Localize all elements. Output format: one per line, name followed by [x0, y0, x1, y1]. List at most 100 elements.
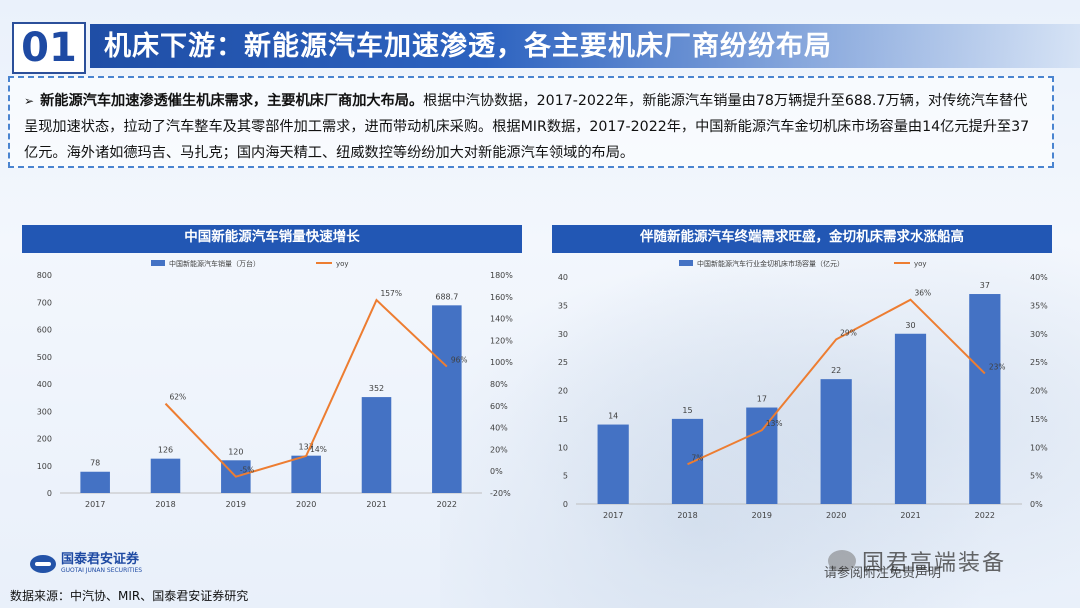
y-left-tick-label: 400 [37, 380, 52, 389]
y-right-tick-label: 20% [490, 445, 508, 454]
yoy-value-label: 13% [766, 419, 783, 428]
y-left-tick-label: 800 [37, 271, 52, 280]
y-left-tick-label: 0 [563, 500, 568, 509]
bar-value-label: 352 [369, 384, 384, 393]
y-left-tick-label: 20 [558, 387, 568, 396]
y-left-tick-label: 600 [37, 326, 52, 335]
yoy-line [687, 298, 986, 466]
yoy-value-label: 7% [692, 453, 704, 462]
x-tick-label: 2017 [603, 511, 623, 520]
legend-bar-swatch [151, 260, 165, 266]
y-right-tick-label: 20% [1030, 387, 1048, 396]
y-right-tick-label: 0% [490, 467, 503, 476]
y-left-tick-label: 100 [37, 462, 52, 471]
y-left-tick-label: 10 [558, 443, 568, 452]
bar-value-label: 14 [608, 412, 618, 421]
x-tick-label: 2018 [677, 511, 697, 520]
y-left-tick-label: 0 [47, 489, 52, 498]
logo-icon [30, 555, 56, 573]
watermark-text: 国君高端装备 [862, 551, 1007, 576]
left-chart: 0 100 200 300 400 500 600 700 800 -20% 0% 20% 40% 60%… [37, 259, 514, 509]
y-right-tick-label: 80% [490, 380, 508, 389]
legend-bar-swatch [679, 260, 693, 266]
bar-2022 [432, 305, 462, 493]
bar-2021 [361, 397, 392, 493]
yoy-value-label: 157% [381, 289, 402, 298]
yoy-value-label: 23% [989, 362, 1006, 371]
x-tick-label: 2022 [437, 500, 457, 509]
yoy-value-label: 14% [310, 445, 327, 454]
yoy-line [164, 298, 448, 478]
y-left-tick-label: 700 [37, 298, 52, 307]
y-right-tick-label: 140% [490, 315, 513, 324]
summary-lead: 新能源汽车加速渗透催生机床需求，主要机床厂商加大布局。 [40, 93, 424, 109]
bar-2018 [150, 458, 181, 493]
x-tick-label: 2020 [826, 511, 846, 520]
bar-2017 [80, 471, 110, 493]
bar-value-label: 120 [228, 447, 243, 456]
bar-value-label: 126 [158, 446, 173, 455]
y-right-tick-label: 180% [490, 271, 513, 280]
yoy-value-label: 96% [451, 356, 468, 365]
right-chart: 0 5 10 15 20 25 30 35 40 0% 5% 10% 15% 20% 25% 30% 35% 40… [558, 259, 1048, 520]
bar-value-label: 137 [299, 443, 314, 452]
x-tick-label: 2020 [296, 500, 316, 509]
y-left-tick-label: 25 [558, 358, 568, 367]
yoy-value-label: 36% [915, 289, 932, 298]
bar-value-label: 17 [757, 395, 767, 404]
bar-value-label: 30 [905, 321, 915, 330]
disclaimer-note: 请参阅附注免责声明 [824, 566, 942, 581]
data-source: 数据来源：中汽协、MIR、国泰君安证券研究 [10, 589, 249, 603]
summary-text: 根据中汽协数据，2017-2022年，新能源汽车销量由78万辆提升至688.7万… [24, 93, 1030, 161]
y-left-tick-label: 5 [563, 472, 568, 481]
legend-line-label: yoy [914, 260, 927, 268]
company-logo: 国泰君安证券 GUOTAI JUNAN SECURITIES [30, 553, 142, 575]
bar-value-label: 78 [90, 459, 100, 468]
yoy-value-label: 29% [840, 328, 857, 337]
y-right-tick-label: 15% [1030, 415, 1048, 424]
logo-name-cn: 国泰君安证券 [61, 552, 140, 567]
bar-value-label: 37 [980, 281, 990, 290]
y-right-tick-label: -20% [490, 489, 511, 498]
summary-box: ➢ 新能源汽车加速渗透催生机床需求，主要机床厂商加大布局。根据中汽协数据，2017… [8, 76, 1054, 168]
section-number: 01 [12, 22, 86, 74]
left-chart-title: 中国新能源汽车销量快速增长 [22, 225, 522, 253]
x-tick-label: 2021 [900, 511, 920, 520]
x-tick-label: 2019 [752, 511, 772, 520]
title-bar [90, 24, 1080, 68]
y-left-tick-label: 15 [558, 415, 568, 424]
bar-value-label: 688.7 [435, 292, 458, 301]
y-left-tick-label: 30 [558, 330, 568, 339]
y-right-tick-label: 120% [490, 336, 513, 345]
bar-2020 [291, 455, 321, 493]
yoy-value-label: 62% [170, 393, 187, 402]
yoy-value-label: -5% [240, 466, 255, 475]
y-right-tick-label: 35% [1030, 301, 1048, 310]
x-tick-label: 2019 [226, 500, 246, 509]
y-left-tick-label: 300 [37, 407, 52, 416]
x-tick-label: 2022 [975, 511, 995, 520]
bar-2019 [746, 407, 778, 504]
watermark: 国君高端装备 [828, 545, 1006, 577]
y-right-tick-label: 40% [1030, 273, 1048, 282]
x-tick-label: 2017 [85, 500, 105, 509]
right-chart-title: 伴随新能源汽车终端需求旺盛，金切机床需求水涨船高 [552, 225, 1052, 253]
y-left-tick-label: 500 [37, 353, 52, 362]
legend-bar-label: 中国新能源汽车行业金切机床市场容量（亿元） [697, 259, 844, 268]
wechat-icon [828, 550, 856, 572]
y-left-tick-label: 35 [558, 301, 568, 310]
header: 01 机床下游：新能源汽车加速渗透，各主要机床厂商纷纷布局 [0, 0, 1080, 74]
y-right-tick-label: 5% [1030, 472, 1043, 481]
bar-value-label: 15 [682, 406, 692, 415]
x-tick-label: 2018 [155, 500, 175, 509]
y-right-tick-label: 60% [490, 402, 508, 411]
bar-2018 [671, 418, 704, 504]
bullet-arrow-icon: ➢ [24, 94, 35, 108]
y-right-tick-label: 160% [490, 293, 513, 302]
x-tick-label: 2021 [366, 500, 386, 509]
y-right-tick-label: 25% [1030, 358, 1048, 367]
bar-2020 [820, 379, 852, 504]
y-right-tick-label: 0% [1030, 500, 1043, 509]
legend-line-label: yoy [336, 260, 349, 268]
logo-name-en: GUOTAI JUNAN SECURITIES [61, 567, 143, 574]
